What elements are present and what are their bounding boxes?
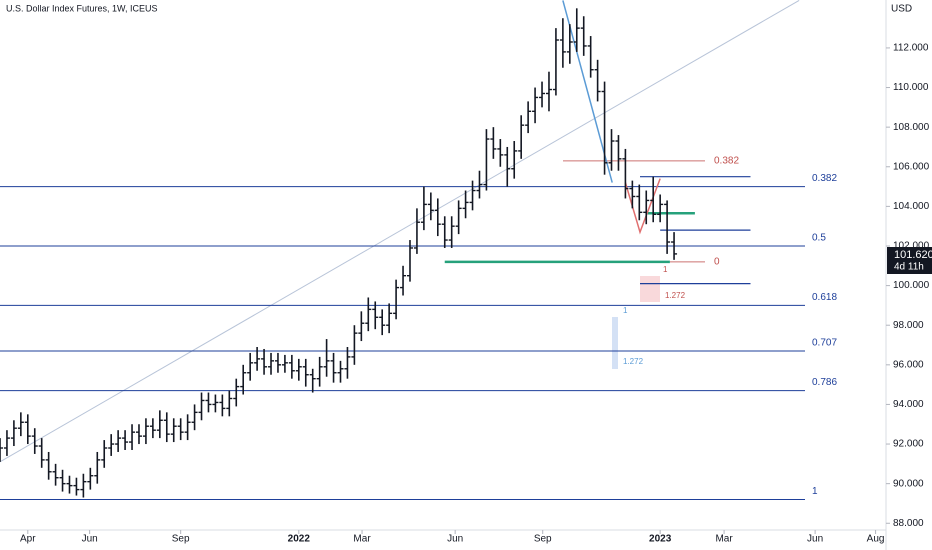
fib-label: 0.382 [812,173,837,184]
y-tick-label: 112.000 [893,43,929,54]
annotation: 1 [623,306,628,315]
projection-box-blue [612,317,618,369]
x-tick-label: Jun [82,534,98,545]
x-tick-label: Sep [172,534,190,545]
annotation: 1.272 [623,357,644,366]
annotation: 1 [663,265,668,274]
y-tick-label: 102.000 [893,241,930,252]
y-tick-label: 96.000 [893,359,924,370]
y-axis: 88.00090.00092.00094.00096.00098.000100.… [20,43,930,545]
y-tick-label: 94.000 [893,399,924,410]
x-tick-label: Apr [20,534,36,545]
axis-unit: USD [891,4,912,15]
fib-label: 0.5 [812,233,826,244]
x-tick-label: Mar [353,534,371,545]
fib-label: 0.786 [812,377,837,388]
annotation: 1.272 [665,291,686,300]
y-tick-label: 108.000 [893,122,930,133]
red-fib-label: 0.382 [714,155,739,166]
x-tick-label: Mar [715,534,733,545]
y-tick-label: 88.000 [893,518,924,529]
countdown: 4d 11h [894,262,924,273]
x-tick-label: 2022 [288,534,311,545]
chart-title: U.S. Dollar Index Futures, 1W, ICEUS [6,3,158,13]
fib-label: 0.618 [812,292,837,303]
x-tick-label: Sep [534,534,552,545]
x-tick-label: Aug [867,534,885,545]
y-tick-label: 100.000 [893,280,930,291]
red-fib-label: 0 [714,256,720,267]
y-tick-label: 90.000 [893,478,924,489]
plot: 0.382 0.5 0.618 0.707 0.786 1 0.382 0 [0,0,837,500]
fib-label: 0.707 [812,338,837,349]
y-tick-label: 110.000 [893,82,929,93]
price-box [887,247,932,274]
y-tick-label: 104.000 [893,201,930,212]
y-tick-label: 92.000 [893,439,924,450]
projection-box-red [640,276,660,302]
trendline [0,0,800,463]
x-tick-label: Jun [807,534,823,545]
x-tick-label: Jun [447,534,463,545]
y-tick-label: 106.000 [893,161,930,172]
y-tick-label: 98.000 [893,320,924,331]
last-price: 101.620 [894,249,932,261]
fib-label: 1 [812,486,818,497]
x-tick-label: 2023 [649,534,672,545]
